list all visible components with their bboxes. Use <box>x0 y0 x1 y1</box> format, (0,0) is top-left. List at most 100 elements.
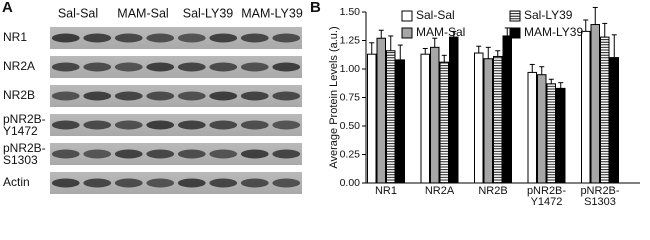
row-label-box: pNR2B-Y1472 <box>3 113 46 138</box>
legend-label: Sal-Sal <box>416 8 455 22</box>
legend-swatch <box>509 27 521 39</box>
bar <box>430 46 440 184</box>
blot-band <box>83 149 112 159</box>
figure: A B Sal-Sal MAM-Sal Sal-LY39 MAM-LY39 NR1 NR2… <box>2 0 640 207</box>
blot-band <box>51 178 80 188</box>
x-tick-label: NR1 <box>374 186 397 197</box>
y-tick-label: 1.50 <box>340 6 361 18</box>
x-tick-label: pNR2B-Y1472 <box>526 186 567 207</box>
blot-band <box>51 33 80 43</box>
column-header: MAM-Sal <box>117 6 168 20</box>
column-header: MAM-LY39 <box>241 6 303 20</box>
bar <box>386 50 396 184</box>
blot-band <box>209 91 238 101</box>
blot-band <box>272 33 301 43</box>
bar <box>581 30 591 184</box>
blot-band <box>83 62 112 72</box>
bar <box>590 24 600 184</box>
blot-band <box>209 33 238 43</box>
panel-label: A <box>2 0 13 16</box>
blot-band <box>272 149 301 159</box>
legend-swatch <box>509 10 521 22</box>
y-tick-label: 0.00 <box>340 177 361 189</box>
row-label-box: NR1 <box>3 31 28 44</box>
blot-band <box>146 178 175 188</box>
bar <box>439 61 449 184</box>
bar <box>376 37 386 184</box>
blot-strip <box>50 56 302 78</box>
row-label: pNR2B-S1303 <box>3 142 46 167</box>
legend-label: MAM-Sal <box>416 25 465 39</box>
row-label: NR2B <box>3 89 36 102</box>
column-header: Sal-Sal <box>58 6 98 20</box>
row-label-box: NR2B <box>3 89 36 102</box>
y-tick-label: 0.25 <box>340 148 361 160</box>
x-tick-label: NR2B <box>478 186 508 197</box>
row-label: NR1 <box>3 31 28 44</box>
bar <box>502 35 512 184</box>
bar <box>395 59 405 184</box>
bar <box>420 53 430 184</box>
blot-band <box>177 120 206 130</box>
row-label-box: Actin <box>3 176 30 189</box>
blot-strip <box>50 172 302 194</box>
row-label: NR2A <box>3 60 36 73</box>
x-tick-label-box: NR2A <box>424 186 455 197</box>
blot-band <box>146 149 175 159</box>
blot-band <box>114 120 143 130</box>
blot-band <box>51 91 80 101</box>
blot-band <box>114 149 143 159</box>
blot-band <box>209 149 238 159</box>
bar <box>474 52 484 184</box>
bar <box>600 36 610 184</box>
bar <box>537 74 547 184</box>
blot-band <box>240 120 269 130</box>
blot-strip <box>50 27 302 49</box>
y-tick-label: 0.50 <box>340 120 361 132</box>
bar <box>556 87 566 184</box>
blot-band <box>272 91 301 101</box>
bar <box>367 53 377 184</box>
bar <box>609 57 619 184</box>
blot-band <box>240 178 269 188</box>
blot-band <box>114 33 143 43</box>
blot-band <box>177 33 206 43</box>
blot-band <box>240 149 269 159</box>
legend-swatch <box>401 10 413 22</box>
y-tick-label: 0.75 <box>340 91 361 103</box>
x-tick-label: NR2A <box>424 186 455 197</box>
blot-band <box>83 120 112 130</box>
blot-band <box>83 33 112 43</box>
blot-band <box>272 120 301 130</box>
x-tick-label-box: pNR2B-S1303 <box>580 186 620 207</box>
blot-band <box>272 178 301 188</box>
x-tick-label-box: NR2B <box>478 186 508 197</box>
x-tick-label-box: pNR2B-Y1472 <box>526 186 567 207</box>
blot-band <box>177 149 206 159</box>
bar <box>527 71 537 184</box>
blot-strip <box>50 85 302 107</box>
blot-band <box>240 91 269 101</box>
blot-band <box>240 62 269 72</box>
blot-band <box>146 33 175 43</box>
bar <box>483 58 493 184</box>
row-label-box: NR2A <box>3 60 36 73</box>
y-axis-title: Average Protein Levels (a.u.) <box>328 26 340 168</box>
legend-label: MAM-LY39 <box>524 25 583 39</box>
blot-band <box>146 62 175 72</box>
blot-band <box>146 91 175 101</box>
row-label: Actin <box>3 176 30 189</box>
blot-band <box>209 120 238 130</box>
x-tick-label-box: NR1 <box>374 186 397 197</box>
bar <box>449 36 459 184</box>
row-label-box: pNR2B-S1303 <box>3 142 46 167</box>
blot-band <box>177 91 206 101</box>
row-label: pNR2B-Y1472 <box>3 113 46 138</box>
legend-label: Sal-LY39 <box>524 8 573 22</box>
x-tick-label: pNR2B-S1303 <box>580 186 620 207</box>
blot-band <box>177 178 206 188</box>
blot-strip <box>50 143 302 165</box>
y-tick-label: 1.00 <box>340 63 361 75</box>
legend-swatch <box>401 27 413 39</box>
blot-band <box>114 178 143 188</box>
